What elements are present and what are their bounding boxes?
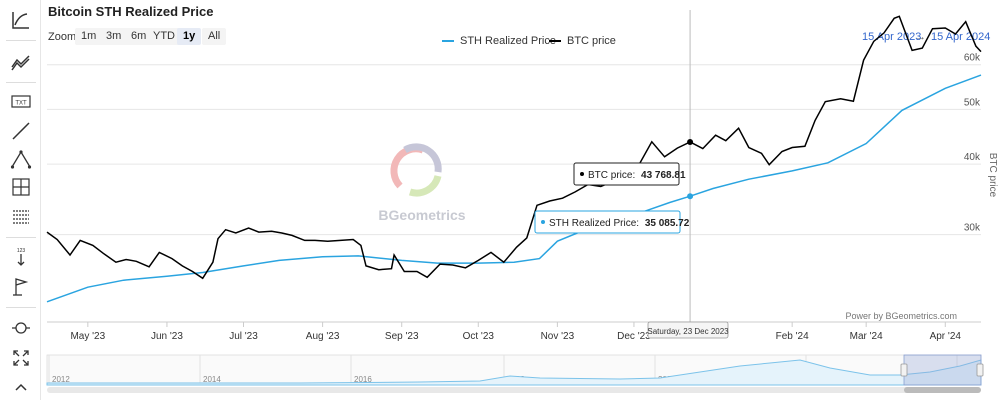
y-tick-label: 50k <box>964 97 981 108</box>
tooltip-date-text: Saturday, 23 Dec 2023 <box>647 327 729 336</box>
y-axis: 30k 40k 50k 60k BTC price <box>964 53 998 234</box>
credit-text: Power by BGeometrics.com <box>845 311 957 321</box>
flag-icon[interactable] <box>8 275 34 299</box>
collapse-icon[interactable] <box>8 376 34 400</box>
watermark-logo: BGeometrics <box>378 143 466 223</box>
tooltip-btc: BTC price: 43 768.81 <box>573 162 686 186</box>
zoom-label: Zoom <box>48 31 77 43</box>
x-tick-label: Mar '24 <box>850 331 883 342</box>
range-to[interactable]: 15 Apr 2024 <box>931 31 991 43</box>
zoom-button-1y[interactable]: 1y <box>177 28 202 45</box>
scrollbar-track <box>47 387 981 393</box>
tooltip-sth-label: STH Realized Price: <box>549 218 639 229</box>
x-axis: May '23 Jun '23 Jul '23 Aug '23 Sep '23 Oct '… <box>47 321 981 342</box>
indicators-icon[interactable] <box>8 50 34 74</box>
x-tick-label: Aug '23 <box>306 331 340 342</box>
vertical-arrow-icon[interactable]: 123 <box>8 245 34 269</box>
legend-item-sth[interactable]: STH Realized Price <box>442 35 556 47</box>
legend-label-sth: STH Realized Price <box>460 35 556 47</box>
x-tick-label: May '23 <box>70 331 105 342</box>
svg-text:BTC price: 43 768.81: BTC price: 43 768.81 <box>588 170 686 181</box>
svg-text:123: 123 <box>17 248 26 254</box>
tooltip-btc-label: BTC price: <box>588 170 635 181</box>
y-axis-label: BTC price <box>987 153 998 198</box>
tooltip-date: Saturday, 23 Dec 2023 <box>647 321 729 339</box>
x-tick-label: Nov '23 <box>541 331 575 342</box>
fullscreen-icon[interactable] <box>8 346 34 370</box>
navigator[interactable]: 2012201420162018202020222024 <box>46 354 984 393</box>
fibonacci-icon[interactable] <box>8 147 34 171</box>
svg-text:STH Realized Price: 35 0: STH Realized Price: 35 085.72 <box>549 218 690 229</box>
watermark-text: BGeometrics <box>378 207 465 223</box>
navigator-series-area <box>46 359 982 386</box>
x-tick-label: Feb '24 <box>776 331 809 342</box>
x-tick-label: Dec '23 <box>617 331 651 342</box>
y-tick-label: 30k <box>964 223 981 234</box>
x-tick-label: Jun '23 <box>151 331 183 342</box>
drawing-toolbar: TXT 123 <box>0 0 41 400</box>
tooltip-btc-value: 43 768.81 <box>641 170 686 181</box>
navigator-year-label: 2016 <box>354 375 372 384</box>
tooltip-sth-value: 35 085.72 <box>645 218 690 229</box>
y-tick-label: 60k <box>964 53 981 64</box>
navigator-year-label: 2014 <box>203 375 221 384</box>
navigator-selection <box>903 354 982 386</box>
zoom-button-1m[interactable]: 1m <box>75 28 103 45</box>
navigator-handle-right <box>976 363 984 377</box>
navigator-handle-left <box>900 363 908 377</box>
series-line-btc <box>46 15 982 280</box>
zoom-pan-icon[interactable] <box>8 316 34 340</box>
series-line-sth <box>46 74 982 303</box>
grid-lines <box>47 64 981 236</box>
navigator-year-label: 2012 <box>52 375 70 384</box>
legend-item-btc[interactable]: BTC price <box>549 35 616 47</box>
x-tick-label: Apr '24 <box>930 331 962 342</box>
zoom-button-all[interactable]: All <box>202 28 227 45</box>
x-tick-label: Oct '23 <box>463 331 495 342</box>
zoom-button-6m[interactable]: 6m <box>125 28 153 45</box>
zoom-button-3m[interactable]: 3m <box>100 28 128 45</box>
hover-point-btc <box>687 138 694 145</box>
zoom-button-ytd[interactable]: YTD <box>147 28 181 45</box>
hover-marker <box>687 10 694 322</box>
line-draw-icon[interactable] <box>8 119 34 143</box>
range-arrow: → <box>915 31 926 43</box>
svg-text:TXT: TXT <box>15 101 27 107</box>
x-tick-label: Sep '23 <box>385 331 419 342</box>
chart-title: Bitcoin STH Realized Price <box>48 4 214 19</box>
tooltip-sth: STH Realized Price: 35 085.72 <box>534 210 690 234</box>
line-chart-icon[interactable] <box>8 8 34 32</box>
scrollbar-thumb <box>904 387 981 393</box>
crosshair-icon[interactable] <box>8 175 34 199</box>
x-tick-label: Jul '23 <box>229 331 258 342</box>
legend-swatch-sth <box>442 40 454 42</box>
legend-label-btc: BTC price <box>567 35 616 47</box>
legend-swatch-btc <box>549 40 561 42</box>
hover-point-sth <box>687 193 694 200</box>
grid-lines-icon[interactable] <box>8 205 34 229</box>
text-annotation-icon[interactable]: TXT <box>8 90 34 114</box>
y-tick-label: 40k <box>964 152 981 163</box>
